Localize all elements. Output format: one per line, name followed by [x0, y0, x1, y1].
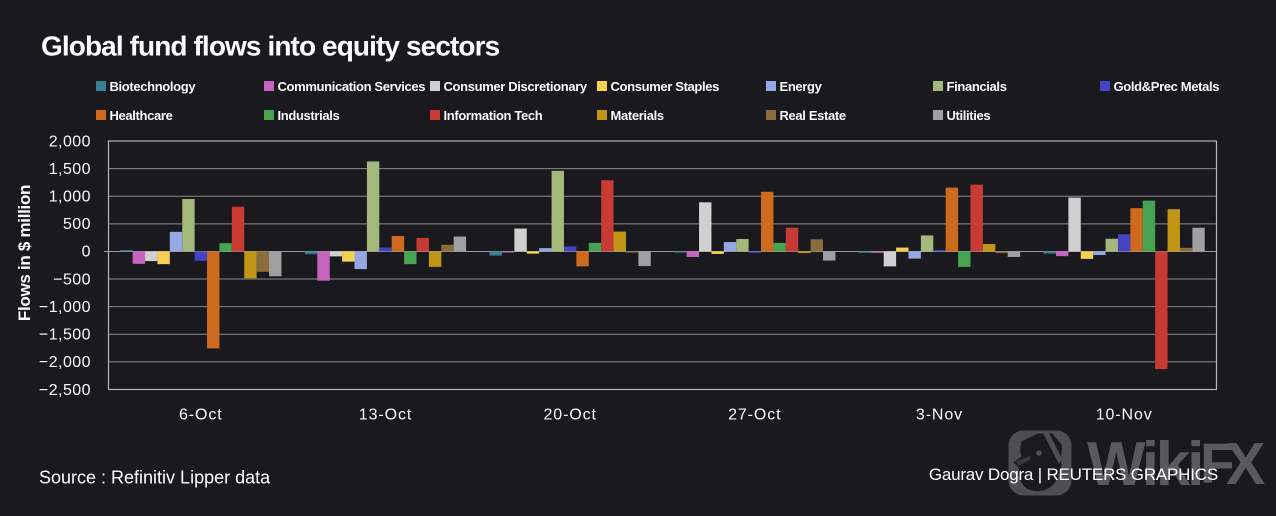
svg-text:Energy: Energy	[780, 79, 823, 94]
svg-text:−2,500: −2,500	[39, 382, 91, 399]
svg-text:27-Oct: 27-Oct	[728, 406, 781, 423]
svg-text:Biotechnology: Biotechnology	[110, 79, 197, 94]
svg-text:13-Oct: 13-Oct	[359, 406, 412, 423]
svg-text:−500: −500	[53, 271, 91, 288]
svg-text:1,000: 1,000	[49, 189, 91, 206]
svg-text:3-Nov: 3-Nov	[916, 406, 963, 423]
svg-text:X: X	[1226, 431, 1265, 497]
svg-text:Information Tech: Information Tech	[444, 108, 543, 123]
svg-text:F: F	[1200, 432, 1235, 496]
svg-text:Consumer Discretionary: Consumer Discretionary	[444, 79, 588, 94]
svg-text:Healthcare: Healthcare	[110, 108, 173, 123]
svg-text:6-Oct: 6-Oct	[179, 406, 223, 423]
svg-text:Flows in $ million: Flows in $ million	[15, 185, 34, 321]
svg-text:−1,500: −1,500	[39, 327, 91, 344]
svg-text:Global fund flows into equity: Global fund flows into equity sectors	[41, 31, 500, 62]
svg-text:1,500: 1,500	[49, 161, 91, 178]
svg-text:Communication Services: Communication Services	[278, 79, 426, 94]
svg-text:Wiki: Wiki	[1087, 430, 1201, 499]
svg-text:Materials: Materials	[611, 108, 664, 123]
svg-text:500: 500	[63, 216, 91, 233]
svg-text:Financials: Financials	[947, 79, 1007, 94]
svg-text:Consumer Staples: Consumer Staples	[611, 79, 720, 94]
svg-text:Utilities: Utilities	[947, 108, 991, 123]
svg-text:−1,000: −1,000	[39, 299, 91, 316]
svg-text:20-Oct: 20-Oct	[543, 406, 596, 423]
svg-text:−2,000: −2,000	[39, 354, 91, 371]
svg-text:10-Nov: 10-Nov	[1096, 406, 1153, 423]
svg-text:0: 0	[82, 244, 91, 261]
svg-text:Gold&Prec Metals: Gold&Prec Metals	[1114, 79, 1220, 94]
svg-text:Real Estate: Real Estate	[780, 108, 846, 123]
svg-text:Industrials: Industrials	[278, 108, 340, 123]
svg-text:Gaurav Dogra | REUTERS GRAPHIC: Gaurav Dogra | REUTERS GRAPHICS	[929, 465, 1218, 484]
svg-text:2,000: 2,000	[49, 133, 91, 150]
svg-text:Source : Refinitiv Lipper data: Source : Refinitiv Lipper data	[39, 468, 271, 488]
